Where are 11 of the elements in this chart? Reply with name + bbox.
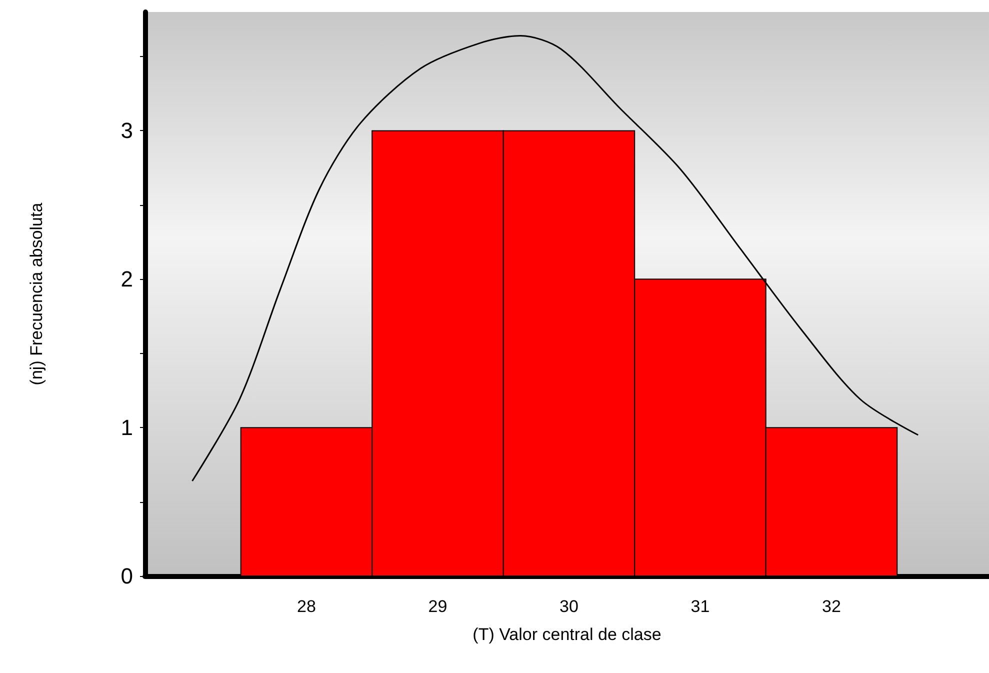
y-tick-label: 0 [120, 564, 133, 588]
y-tick-label: 3 [120, 118, 133, 144]
y-axis-title: (nj) Frecuencia absoluta [27, 202, 46, 386]
x-tick-label: 30 [560, 597, 578, 616]
y-tick-label: 2 [120, 266, 133, 292]
x-tick-label: 32 [822, 597, 841, 616]
x-tick-label: 31 [690, 597, 710, 616]
x-tick-label: 29 [428, 597, 448, 616]
x-axis-title: (T) Valor central de clase [472, 625, 662, 644]
x-tick-label: 28 [296, 597, 316, 616]
y-tick-label: 1 [120, 415, 133, 440]
